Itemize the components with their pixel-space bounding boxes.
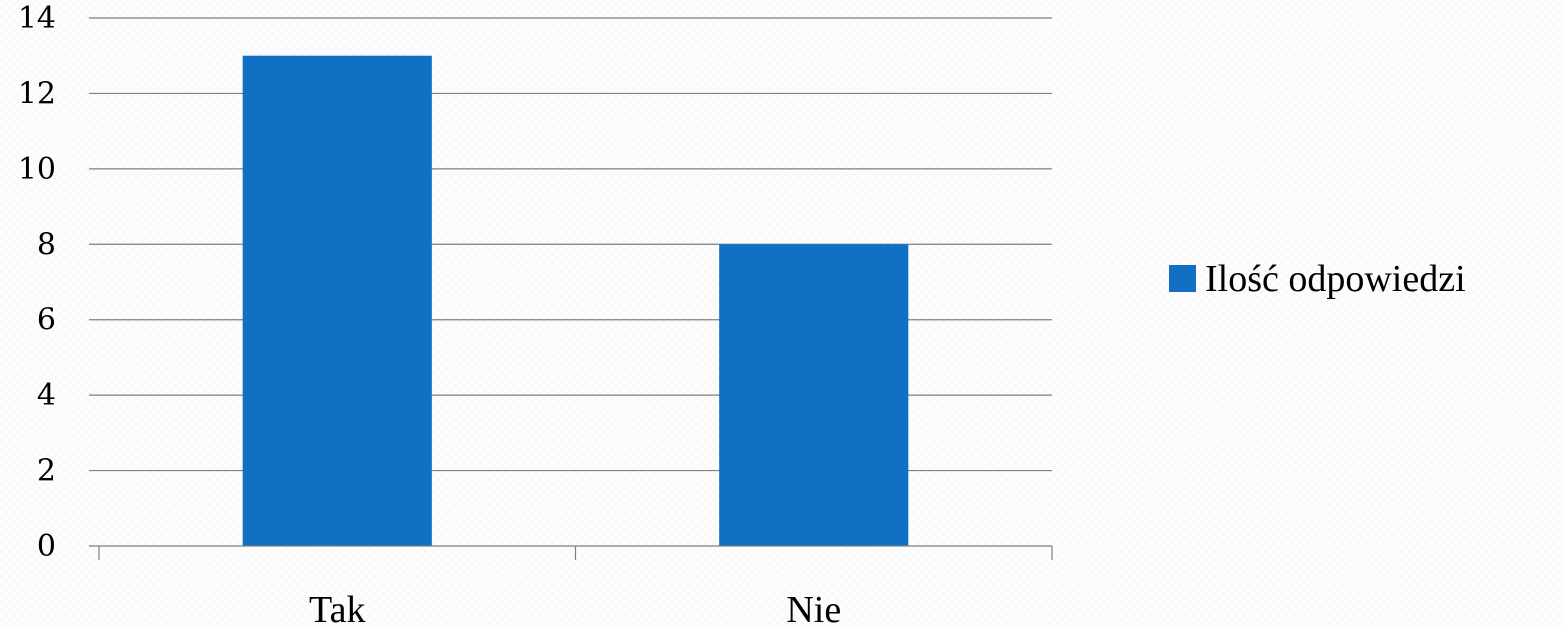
- y-tick-label: 2: [37, 454, 56, 489]
- legend-swatch: [1169, 265, 1196, 292]
- legend: Ilość odpowiedzi: [1169, 258, 1466, 300]
- y-tick-label: 10: [18, 152, 56, 187]
- y-tick-label: 14: [18, 1, 56, 36]
- legend-label: Ilość odpowiedzi: [1205, 258, 1466, 300]
- y-tick-label: 12: [18, 76, 56, 111]
- y-tick-label: 4: [37, 378, 56, 413]
- y-tick-label: 8: [37, 227, 56, 262]
- x-axis-tick-labels: Tak Nie: [309, 589, 841, 627]
- bar-nie: [719, 244, 909, 547]
- y-tick-label: 0: [37, 529, 56, 564]
- x-tick-label: Tak: [309, 589, 365, 627]
- y-axis-tick-labels: 0 2 4 6 8 10 12 14: [18, 1, 56, 564]
- x-tick-label: Nie: [786, 589, 841, 627]
- bars: [242, 55, 909, 547]
- x-axis: [89, 545, 1053, 560]
- bar-tak: [242, 55, 432, 546]
- y-tick-label: 6: [37, 303, 56, 338]
